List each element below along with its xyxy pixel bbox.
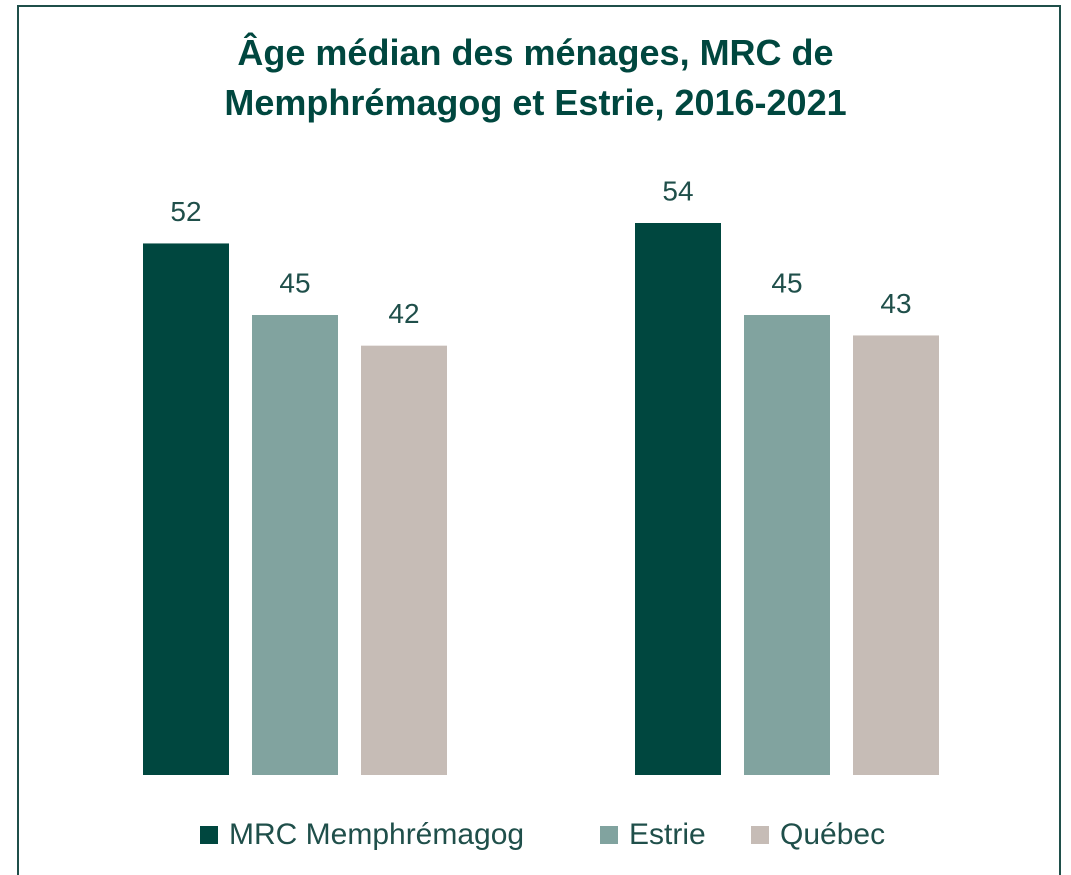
bar (361, 345, 447, 775)
bar (635, 223, 721, 775)
data-label: 43 (880, 288, 911, 319)
legend-swatch (200, 826, 218, 844)
bar (853, 335, 939, 775)
bar (252, 315, 338, 775)
bar (143, 243, 229, 775)
bar (744, 315, 830, 775)
data-label: 42 (388, 298, 419, 329)
legend-swatch (600, 826, 618, 844)
data-label: 45 (771, 267, 802, 298)
legend-label: MRC Memphrémagog (229, 818, 524, 851)
data-label: 52 (170, 196, 201, 227)
chart-title: Âge médian des ménages, MRC de Memphréma… (224, 32, 847, 123)
title-box: Âge médian des ménages, MRC de Memphréma… (0, 28, 1071, 128)
data-label: 45 (279, 267, 310, 298)
legend-swatch (751, 826, 769, 844)
legend-label: Estrie (629, 818, 706, 851)
chart-frame (17, 5, 1061, 875)
data-label: 54 (662, 175, 693, 206)
legend-label: Québec (780, 818, 885, 851)
